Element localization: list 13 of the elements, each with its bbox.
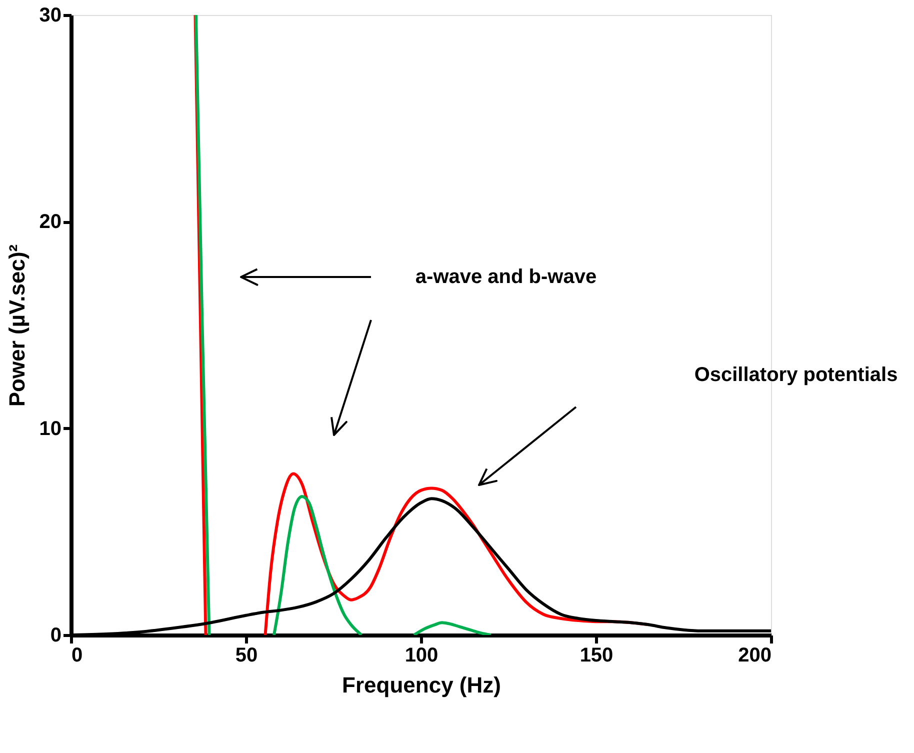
x-tick-label: 150	[580, 644, 614, 666]
annotation: Oscillatory potentials	[694, 364, 898, 386]
y-tick-label: 10	[39, 418, 62, 440]
y-tick-label: 0	[50, 624, 62, 646]
x-tick-label: 50	[235, 644, 258, 666]
annotation: a-wave and b-wave	[415, 266, 597, 288]
x-tick-label: 100	[404, 644, 438, 666]
y-tick-label: 30	[39, 4, 62, 26]
x-tick-label: 0	[72, 644, 83, 666]
x-tick-label: 200	[738, 644, 772, 666]
x-axis-title: Frequency (Hz)	[342, 672, 501, 698]
y-tick-label: 20	[39, 211, 62, 234]
y-axis-title: Power (µV.sec)²	[4, 244, 30, 407]
